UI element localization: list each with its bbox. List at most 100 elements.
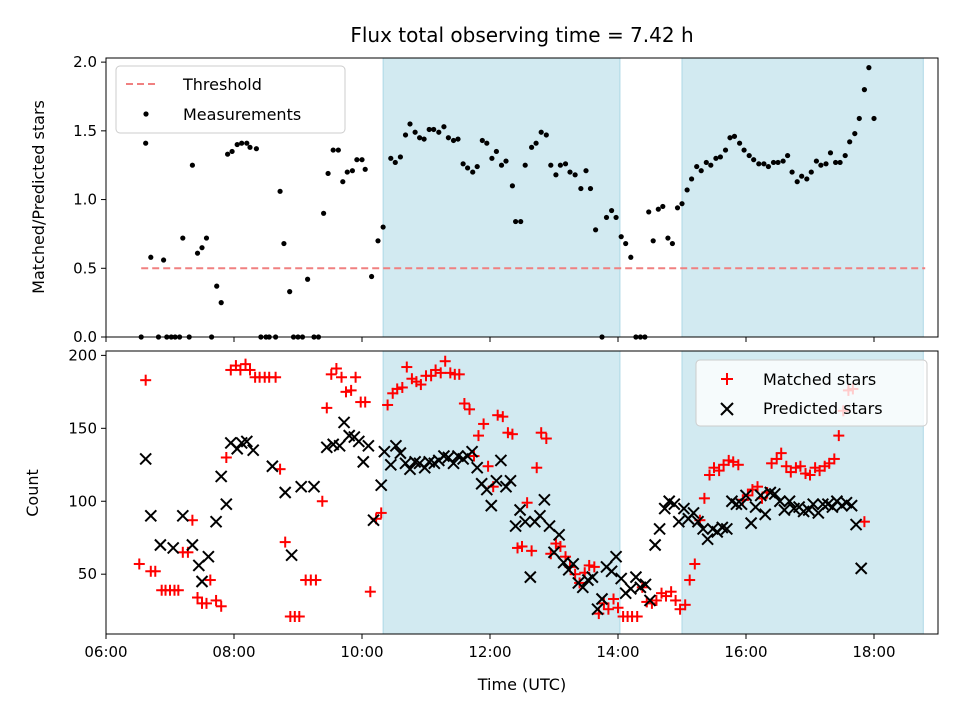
matched-star-point xyxy=(608,593,620,605)
measurement-point xyxy=(548,162,554,168)
measurement-point xyxy=(713,155,719,161)
predicted-star-point xyxy=(490,474,503,488)
matched-star-point xyxy=(310,574,322,586)
predicted-star-point xyxy=(389,439,403,453)
matched-star-point xyxy=(350,371,362,383)
predicted-star-point xyxy=(485,499,498,512)
measurement-point xyxy=(794,179,800,185)
measurement-point xyxy=(660,203,666,210)
measurement-point xyxy=(455,136,461,142)
measurement-point xyxy=(218,300,224,306)
matched-star-point xyxy=(858,516,870,528)
measurement-point xyxy=(722,147,729,153)
matched-star-point xyxy=(270,371,282,383)
measurement-point xyxy=(161,257,167,263)
measurement-point xyxy=(369,273,375,280)
predicted-star-point xyxy=(465,445,479,458)
measurement-point xyxy=(818,162,824,168)
measurement-point xyxy=(247,144,253,150)
measurement-point xyxy=(727,135,733,141)
matched-star-point xyxy=(698,492,710,504)
predicted-star-point xyxy=(595,592,609,606)
predicted-star-point xyxy=(266,460,279,473)
top-y-tick-label: 2.0 xyxy=(73,53,97,71)
predicted-star-point xyxy=(214,470,228,483)
measurement-point xyxy=(562,161,569,167)
matched-star-point xyxy=(569,568,581,580)
matched-star-point xyxy=(458,398,470,410)
measurement-point xyxy=(804,176,810,182)
measurement-point xyxy=(785,152,791,159)
measurement-point xyxy=(689,176,695,182)
bottom-legend-box xyxy=(695,359,928,427)
measurement-point xyxy=(765,163,772,170)
matched-star-point xyxy=(364,586,376,598)
measurement-point xyxy=(808,169,814,175)
measurement-point xyxy=(833,159,839,166)
measurement-point xyxy=(646,209,652,215)
measurement-point xyxy=(799,173,805,179)
measurement-point xyxy=(287,289,293,295)
predicted-star-point xyxy=(139,452,152,466)
predicted-star-point xyxy=(294,480,308,493)
matched-star-point xyxy=(602,603,614,615)
matched-star-point xyxy=(401,361,413,373)
predicted-star-point xyxy=(480,483,494,496)
predicted-star-point xyxy=(773,495,787,508)
matched-star-point xyxy=(631,610,643,622)
measurement-point xyxy=(557,162,564,168)
matched-star-point xyxy=(345,384,357,396)
measurement-point xyxy=(354,157,360,163)
measurement-point xyxy=(239,140,245,146)
matched-star-point xyxy=(340,386,352,398)
predicted-star-point xyxy=(605,565,618,578)
matched-star-point xyxy=(149,565,161,577)
matched-star-point xyxy=(540,433,552,445)
predicted-star-point xyxy=(614,572,628,585)
matched-star-point xyxy=(535,427,547,439)
matched-star-point xyxy=(482,460,494,472)
predicted-star-point xyxy=(668,497,681,511)
measurement-point xyxy=(827,150,834,156)
predicted-star-point xyxy=(285,549,298,562)
top-y-tick-label: 1.0 xyxy=(73,191,97,209)
chart-title: Flux total observing time = 7.42 h xyxy=(350,23,693,47)
matched-stars-legend-label: Matched stars xyxy=(763,370,876,389)
measurement-point xyxy=(694,163,700,170)
measurement-point xyxy=(623,240,629,247)
top-panel-frame xyxy=(105,57,939,338)
bottom-y-tick-label: 200 xyxy=(68,346,97,364)
predicted-star-point xyxy=(403,462,417,476)
measurement-point xyxy=(533,140,539,146)
measurement-point xyxy=(194,250,201,256)
x-tick-label: 16:00 xyxy=(724,643,767,661)
predicted-star-point xyxy=(357,455,370,469)
top-axis-ticks: 0.0 0.5 1.0 1.5 2.0 xyxy=(73,53,875,346)
measurement-point xyxy=(538,129,544,135)
predicted-star-point xyxy=(783,495,796,508)
measurements-legend-label: Measurements xyxy=(183,105,301,124)
measurement-point xyxy=(380,224,386,230)
measurement-point xyxy=(340,179,346,185)
matched-star-point xyxy=(453,368,465,380)
measurement-point xyxy=(603,214,610,221)
matched-star-point xyxy=(828,453,840,465)
predicted-star-point xyxy=(378,445,391,458)
measurement-point xyxy=(618,234,624,240)
predicted-star-point xyxy=(524,570,537,584)
predicted-star-point xyxy=(246,443,260,457)
matched-star-point xyxy=(554,540,566,552)
measurement-point xyxy=(717,154,724,160)
predicted-star-point xyxy=(552,528,566,542)
predicted-stars-series xyxy=(139,416,868,616)
top-y-axis-label: Matched/Predicted stars xyxy=(29,100,48,294)
measurement-point xyxy=(445,135,451,141)
matched-star-point xyxy=(186,514,198,526)
matched-star-point xyxy=(439,355,451,367)
matched-star-point xyxy=(415,379,427,391)
bottom-axis-ticks: 06:00 08:00 10:00 12:00 14:00 16:00 18:00 50 100… xyxy=(68,346,895,661)
shaded-interval-1 xyxy=(681,57,924,338)
predicted-star-point xyxy=(849,518,863,531)
measurement-point xyxy=(180,235,186,241)
matched-star-point xyxy=(382,399,394,411)
